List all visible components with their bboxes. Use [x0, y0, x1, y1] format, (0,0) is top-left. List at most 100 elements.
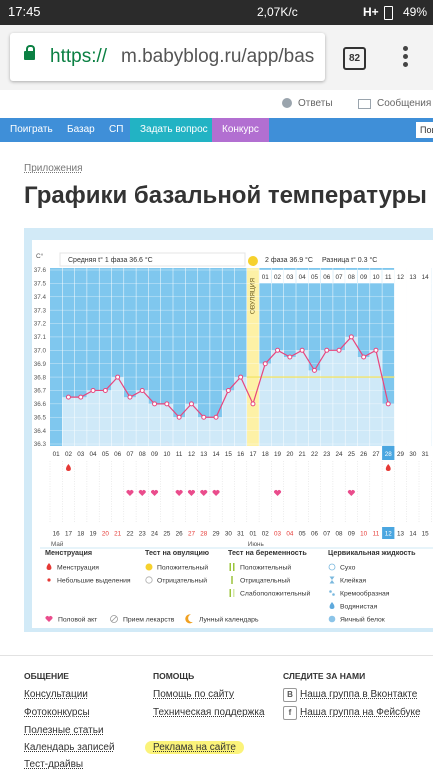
y-tick-label: 36.6: [34, 401, 47, 408]
footer-link[interactable]: Реклама на сайте: [145, 741, 244, 754]
date-label: 17: [65, 531, 73, 538]
x-tick-label: 31: [422, 451, 430, 458]
intercourse-mark: [347, 489, 355, 496]
x-tick-label: 16: [237, 451, 245, 458]
date-label: 23: [139, 531, 147, 538]
x-tick-label: 10: [163, 451, 171, 458]
x-tick-label: 18: [262, 451, 270, 458]
nav-item[interactable]: Задать вопрос: [130, 118, 218, 142]
search-input[interactable]: Пои: [416, 122, 433, 138]
legend-item: Клейкая: [340, 577, 366, 585]
legend-icon: [46, 563, 52, 570]
x-tick-label: 12: [188, 451, 196, 458]
nav-item[interactable]: Базар: [67, 124, 95, 135]
date-label: 05: [299, 531, 307, 538]
footer-link[interactable]: Наша группа на Фейсбуке: [300, 707, 421, 718]
y-tick-label: 36.3: [34, 441, 47, 448]
social-icon[interactable]: f: [283, 706, 297, 720]
temperature-point: [102, 387, 108, 393]
temperature-point: [250, 401, 256, 407]
luteal-day: 06: [323, 274, 331, 281]
x-tick-label: 13: [200, 451, 208, 458]
x-tick-label: 04: [90, 451, 98, 458]
tab-count[interactable]: 82: [343, 47, 366, 70]
legend-item: Лунный календарь: [199, 616, 259, 624]
footer-title: СЛЕДИТЕ ЗА НАМИ: [283, 671, 366, 681]
footer-link[interactable]: Наша группа в Вконтакте: [300, 689, 418, 700]
nav-item[interactable]: Конкурс: [212, 118, 269, 142]
legend-icon: [229, 563, 231, 571]
y-tick-label: 37.1: [34, 334, 47, 341]
footer-link[interactable]: Фотоконкурсы: [24, 707, 90, 718]
nav-item[interactable]: Поиграть: [10, 124, 53, 135]
month-label: Май: [51, 540, 64, 548]
temperature-bar: [160, 403, 173, 446]
temperature-bar: [148, 403, 161, 446]
legend-icon: [47, 578, 51, 582]
date-label: 29: [213, 531, 221, 538]
temperature-bar: [259, 363, 272, 446]
social-icon[interactable]: В: [283, 688, 297, 702]
date-label: 31: [237, 531, 245, 538]
temperature-point: [65, 394, 71, 400]
luteal-day: 13: [409, 274, 417, 281]
y-tick-label: 36.9: [34, 361, 47, 368]
legend-icon: [229, 589, 231, 597]
header-link[interactable]: Сообщения: [377, 98, 432, 109]
luteal-day: 03: [286, 274, 294, 281]
x-tick-label: 02: [65, 451, 73, 458]
footer-link[interactable]: Календарь записей: [24, 742, 115, 753]
month-label: Июнь: [248, 541, 265, 548]
footer-link[interactable]: Тест-драйвы: [24, 759, 84, 770]
temperature-point: [385, 401, 391, 407]
temperature-bar: [136, 390, 149, 446]
legend-icon: [145, 576, 153, 584]
luteal-cell: [345, 270, 358, 283]
phase1-average: Средняя t° 1 фаза 36.6 °C: [68, 256, 153, 264]
temperature-point: [287, 354, 293, 360]
luteal-cell: [419, 270, 431, 283]
x-tick-label: 29: [397, 451, 405, 458]
date-label: 28: [200, 531, 208, 538]
ovulation-column: [246, 268, 260, 446]
y-unit: С°: [36, 252, 44, 260]
luteal-day: 04: [299, 274, 307, 281]
breadcrumb[interactable]: Приложения: [24, 163, 83, 174]
speed: 2,07K/c: [257, 5, 298, 19]
network: H+: [363, 5, 379, 19]
empty-day: [406, 268, 419, 446]
temperature-point: [348, 334, 354, 340]
today-cell: [382, 446, 395, 460]
temperature-point: [90, 387, 96, 393]
battery-icon: [384, 6, 393, 20]
temperature-bar: [283, 357, 296, 446]
footer-link[interactable]: Помощь по сайту: [153, 689, 234, 700]
footer-link[interactable]: Техническая поддержка: [153, 707, 265, 718]
legend-icon: [231, 576, 233, 584]
temperature-point: [139, 387, 145, 393]
footer-link[interactable]: Консультации: [24, 689, 88, 700]
footer-link[interactable]: Полезные статьи: [24, 725, 104, 736]
header-link[interactable]: Ответы: [298, 98, 333, 109]
temperature-point: [225, 387, 231, 393]
answers-icon: [282, 98, 292, 108]
nav-item[interactable]: СП: [109, 124, 124, 135]
x-tick-label: 28: [385, 451, 393, 458]
footer-divider: [0, 655, 433, 656]
date-label: 07: [323, 531, 331, 538]
x-tick-label: 08: [139, 451, 147, 458]
luteal-cell: [407, 270, 419, 283]
legend-icon: [233, 589, 235, 597]
legend-item: Положительный: [157, 564, 208, 572]
legend-icon: [329, 576, 335, 584]
temperature-bar: [99, 390, 112, 446]
menu-dots[interactable]: [403, 46, 408, 51]
empty-day: [419, 268, 432, 446]
luteal-cell: [333, 270, 345, 283]
address-bar[interactable]: https:// m.babyblog.ru/app/bas: [10, 33, 325, 81]
temperature-bar: [308, 370, 321, 446]
temperature-bar: [296, 350, 309, 446]
footer: ОБЩЕНИЕ Консультации Фотоконкурсы Полезные …: [0, 656, 433, 770]
x-tick-label: 11: [176, 451, 183, 458]
